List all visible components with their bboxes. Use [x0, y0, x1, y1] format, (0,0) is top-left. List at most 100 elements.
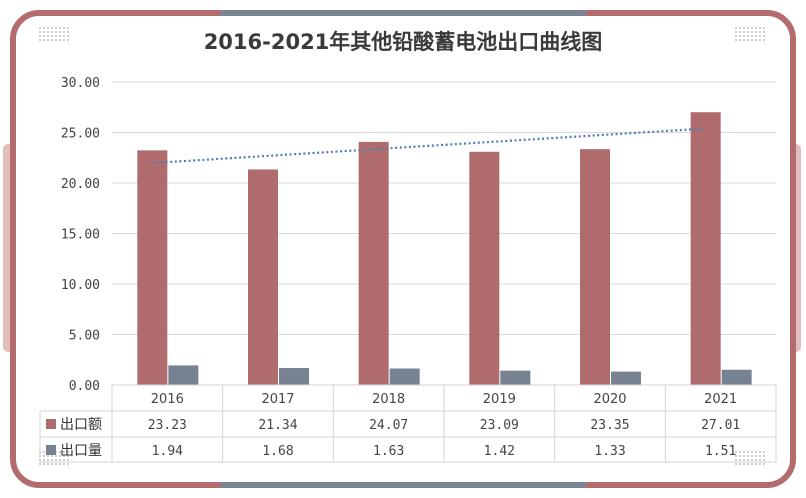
bottom-left-dot: [42, 454, 46, 458]
top-right-dot: [750, 38, 754, 42]
bottom-left-dot: [62, 458, 66, 462]
bottom-right-dot: [754, 450, 758, 454]
bottom-right-dot: [754, 462, 758, 466]
top-right-dot: [742, 30, 746, 34]
top-left-dot: [54, 38, 58, 42]
data-label: 21.34: [258, 418, 297, 433]
bottom-right-dot: [754, 454, 758, 458]
y-tick-label: 30.00: [61, 76, 100, 91]
bottom-left-dot: [50, 462, 54, 466]
legend-label: 出口额: [60, 417, 102, 433]
y-tick-label: 5.00: [69, 329, 100, 344]
data-label: 23.23: [148, 418, 187, 433]
y-tick-label: 0.00: [69, 379, 100, 394]
bottom-right-dot: [762, 450, 766, 454]
bottom-left-dot: [58, 450, 62, 454]
bar-export-volume-2016: [168, 365, 199, 385]
bottom-right-dot: [742, 450, 746, 454]
x-category-label: 2019: [483, 392, 516, 407]
top-right-dot: [746, 30, 750, 34]
bottom-left-dot: [46, 462, 50, 466]
dot-pattern-bottom-right: [734, 450, 766, 466]
bottom-right-dot: [734, 454, 738, 458]
bar-export-volume-2021: [721, 369, 752, 385]
bottom-left-dot: [58, 458, 62, 462]
top-left-dot: [58, 38, 62, 42]
bottom-right-dot: [762, 458, 766, 462]
bottom-right-dot: [750, 458, 754, 462]
bottom-right-dot: [750, 462, 754, 466]
data-label: 1.51: [705, 444, 736, 459]
dot-pattern-top-right: [734, 26, 766, 42]
top-right-dot: [750, 26, 754, 30]
y-tick-label: 20.00: [61, 177, 100, 192]
top-left-dot: [50, 34, 54, 38]
top-left-dot: [38, 34, 42, 38]
bar-export-value-2021: [690, 112, 721, 385]
top-right-dot: [754, 34, 758, 38]
bottom-left-dot: [66, 450, 70, 454]
bottom-right-dot: [734, 462, 738, 466]
x-category-label: 2016: [151, 392, 184, 407]
x-category-label: 2020: [593, 392, 626, 407]
top-right-dot: [758, 34, 762, 38]
top-left-dot: [66, 26, 70, 30]
bottom-left-dot: [46, 454, 50, 458]
bottom-right-dot: [750, 454, 754, 458]
top-left-dot: [58, 26, 62, 30]
bar-export-volume-2020: [611, 371, 641, 385]
top-left-dot: [50, 30, 54, 34]
y-tick-label: 15.00: [61, 228, 100, 243]
bottom-left-dot: [38, 462, 42, 466]
dot-pattern-top-left: [38, 26, 70, 42]
y-tick-label: 10.00: [61, 278, 100, 293]
top-right-dot: [762, 26, 766, 30]
top-right-dot: [762, 30, 766, 34]
data-label: 1.33: [594, 444, 625, 459]
bottom-right-dot: [738, 450, 742, 454]
bottom-right-dot: [734, 450, 738, 454]
data-label: 1.68: [262, 444, 293, 459]
bottom-left-dot: [66, 454, 70, 458]
legend-swatch-export-volume: [46, 445, 56, 455]
bar-export-volume-2017: [279, 368, 309, 385]
bottom-right-dot: [746, 458, 750, 462]
bottom-right-dot: [738, 462, 742, 466]
top-left-dot: [54, 34, 58, 38]
top-left-dot: [42, 38, 46, 42]
top-left-dot: [42, 34, 46, 38]
bottom-left-dot: [42, 450, 46, 454]
top-right-dot: [750, 30, 754, 34]
top-right-dot: [738, 38, 742, 42]
top-left-dot: [66, 38, 70, 42]
bar-export-volume-2018: [389, 368, 420, 385]
top-right-dot: [758, 30, 762, 34]
legend-swatch-export-value: [46, 419, 56, 429]
top-right-dot: [742, 38, 746, 42]
x-category-label: 2018: [372, 392, 405, 407]
top-right-dot: [758, 26, 762, 30]
top-right-dot: [738, 26, 742, 30]
bar-export-value-2017: [248, 169, 278, 385]
top-right-dot: [746, 38, 750, 42]
top-left-dot: [42, 30, 46, 34]
top-right-dot: [754, 26, 758, 30]
bottom-right-dot: [758, 454, 762, 458]
bottom-left-dot: [62, 450, 66, 454]
data-label: 23.35: [590, 418, 629, 433]
top-left-dot: [54, 26, 58, 30]
top-right-dot: [742, 26, 746, 30]
bottom-left-dot: [50, 458, 54, 462]
bottom-left-dot: [62, 454, 66, 458]
bottom-right-dot: [734, 458, 738, 462]
top-left-dot: [46, 38, 50, 42]
frame-accent-top: [220, 10, 586, 16]
data-label: 27.01: [701, 418, 740, 433]
legend-label: 出口量: [60, 443, 102, 459]
data-label: 23.09: [480, 418, 519, 433]
top-left-dot: [54, 30, 58, 34]
data-label: 1.42: [484, 444, 515, 459]
top-right-dot: [746, 26, 750, 30]
